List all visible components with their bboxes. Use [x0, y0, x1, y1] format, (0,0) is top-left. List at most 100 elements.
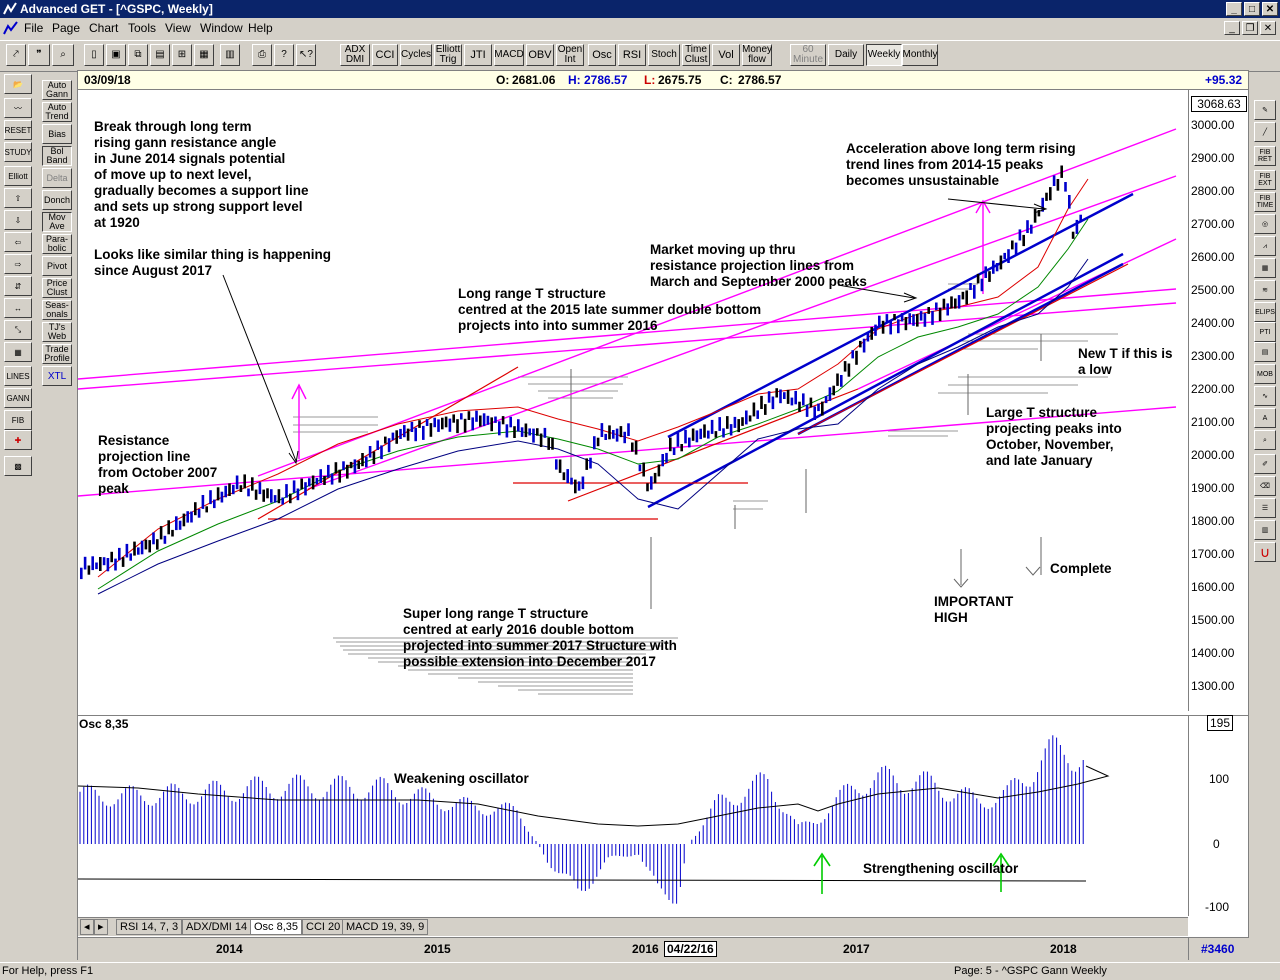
window-icon[interactable]: ▤ — [150, 44, 170, 66]
auto-trend-button[interactable]: Auto Trend — [42, 102, 72, 122]
pti-button[interactable]: PTI — [1254, 322, 1276, 342]
delta-button[interactable]: Delta — [42, 168, 72, 188]
fib-time-button[interactable]: FIB TIME — [1254, 192, 1276, 212]
grid-icon[interactable]: ▦ — [194, 44, 214, 66]
eraser-icon[interactable]: ⌫ — [1254, 476, 1276, 496]
parabolic-button[interactable]: Para-bolic — [42, 234, 72, 254]
table2-icon[interactable]: ▥ — [1254, 520, 1276, 540]
fib-ret-button[interactable]: FIB RET — [1254, 146, 1276, 166]
save-icon[interactable]: ▣ — [106, 44, 126, 66]
fit-icon[interactable]: ⤡ — [4, 320, 32, 340]
auto-gann-button[interactable]: Auto Gann — [42, 80, 72, 100]
cycle-icon[interactable]: ◎ — [1254, 214, 1276, 234]
fan-icon[interactable]: ⩘ — [1254, 236, 1276, 256]
xtl-button[interactable]: XTL — [42, 366, 72, 386]
tab-cci[interactable]: CCI 20 — [302, 919, 345, 935]
chart-doc-icon[interactable] — [3, 20, 19, 36]
arrow-down-icon[interactable]: ⇩ — [4, 210, 32, 230]
minimize-button[interactable]: _ — [1226, 2, 1242, 16]
magnify-icon[interactable]: ⌕ — [1254, 430, 1276, 450]
study-time-clust-button[interactable]: Time Clust — [682, 44, 710, 66]
wave-icon[interactable]: ∿ — [1254, 386, 1276, 406]
tab-macd[interactable]: MACD 19, 39, 9 — [342, 919, 429, 935]
chart-setup-icon[interactable]: ▥ — [220, 44, 240, 66]
study-vol-button[interactable]: Vol — [712, 44, 740, 66]
tab-rsi[interactable]: RSI 14, 7, 3 — [116, 919, 183, 935]
bias-button[interactable]: Bias — [42, 124, 72, 144]
price-clust-button[interactable]: Price Clust — [42, 278, 72, 298]
study-macd-button[interactable]: MACD — [494, 44, 524, 66]
study-obv-button[interactable]: OBV — [526, 44, 554, 66]
trade-profile-button[interactable]: Trade Profile — [42, 344, 72, 364]
elliott-button[interactable]: Elliott — [4, 166, 32, 186]
tab-scroll-left-icon[interactable]: ◂ — [80, 919, 94, 935]
tab-osc[interactable]: Osc 8,35 — [250, 919, 303, 935]
context-help-icon[interactable]: ↖? — [296, 44, 316, 66]
reset-button[interactable]: RESET — [4, 120, 32, 140]
text-tool-icon[interactable]: A — [1254, 408, 1276, 428]
bol-band-button[interactable]: Bol Band — [42, 146, 72, 166]
period-monthly-button[interactable]: Monthly — [902, 44, 938, 66]
price-chart[interactable] — [78, 89, 1188, 711]
menu-tools[interactable]: Tools — [128, 21, 157, 35]
line-draw-icon[interactable]: ╱ — [1254, 122, 1276, 142]
study-stoch-button[interactable]: Stoch — [648, 44, 680, 66]
study-osc-button[interactable]: Osc — [588, 44, 616, 66]
mob-button[interactable]: MOB — [1254, 364, 1276, 384]
template-icon[interactable]: ▩ — [4, 456, 32, 476]
arrow-right-icon[interactable]: ⇨ — [4, 254, 32, 274]
mdi-close-button[interactable]: ✕ — [1260, 21, 1276, 35]
oscillator-chart[interactable] — [78, 715, 1188, 916]
study-open-int-button[interactable]: Open Int — [556, 44, 584, 66]
gann-button[interactable]: GANN — [4, 388, 32, 408]
study-cci-button[interactable]: CCI — [372, 44, 398, 66]
menu-page[interactable]: Page — [52, 21, 81, 35]
marker-icon[interactable]: ✐ — [1254, 454, 1276, 474]
menu-help[interactable]: Help — [248, 21, 273, 35]
mdi-minimize-button[interactable]: _ — [1224, 21, 1240, 35]
print-icon[interactable]: ⎙ — [252, 44, 272, 66]
open-icon[interactable]: 📂 — [4, 74, 32, 94]
menu-file[interactable]: File — [24, 21, 44, 35]
close-button[interactable]: ✕ — [1262, 2, 1278, 16]
table-icon[interactable]: ▤ — [1254, 342, 1276, 362]
study-button[interactable]: STUDY — [4, 142, 32, 162]
zoom-icon[interactable]: ⌕ — [52, 44, 74, 66]
grid-tool-icon[interactable]: ▦ — [1254, 258, 1276, 278]
mov-ave-button[interactable]: Mov Ave — [42, 212, 72, 232]
arrow-up-icon[interactable]: ⇧ — [4, 188, 32, 208]
list-icon[interactable]: ☰ — [1254, 498, 1276, 518]
pencil-icon[interactable]: ✎ — [1254, 100, 1276, 120]
tab-adx-dmi[interactable]: ADX/DMI 14 — [182, 919, 252, 935]
donch-button[interactable]: Donch — [42, 190, 72, 210]
menu-chart[interactable]: Chart — [89, 21, 119, 35]
menu-window[interactable]: Window — [200, 21, 243, 35]
compress-icon[interactable]: ⇵ — [4, 276, 32, 296]
fib-button[interactable]: FIB — [4, 410, 32, 430]
fib-ext-button[interactable]: FIB EXT — [1254, 170, 1276, 190]
expand-icon[interactable]: ↔ — [4, 298, 32, 318]
study-money-flow-button[interactable]: Money flow — [742, 44, 773, 66]
study-cycles-button[interactable]: Cycles — [400, 44, 432, 66]
chart-icon[interactable]: 〰 — [4, 98, 32, 118]
crosshair-icon[interactable]: ✚ — [4, 430, 32, 450]
channel-icon[interactable]: ≋ — [1254, 280, 1276, 300]
period-weekly-button[interactable]: Weekly — [866, 44, 902, 66]
elips-button[interactable]: ELIPS — [1254, 302, 1276, 322]
new-page-icon[interactable]: ▯ — [84, 44, 104, 66]
maximize-button[interactable]: □ — [1244, 2, 1260, 16]
quote-icon[interactable]: ❞ — [28, 44, 50, 66]
menu-view[interactable]: View — [165, 21, 191, 35]
magnet-icon[interactable]: ∪ — [1254, 542, 1276, 562]
study-jti-button[interactable]: JTI — [464, 44, 492, 66]
period-daily-button[interactable]: Daily — [828, 44, 864, 66]
study-adx-dmi-button[interactable]: ADX DMI — [340, 44, 370, 66]
layout-icon[interactable]: ⧉ — [128, 44, 148, 66]
arrow-left-icon[interactable]: ⇦ — [4, 232, 32, 252]
tab-scroll-right-icon[interactable]: ▸ — [94, 919, 108, 935]
lines-button[interactable]: LINES — [4, 366, 32, 386]
mdi-restore-button[interactable]: ❐ — [1242, 21, 1258, 35]
tjs-web-button[interactable]: TJ's Web — [42, 322, 72, 342]
tile-icon[interactable]: ⊞ — [172, 44, 192, 66]
seasonals-button[interactable]: Seas-onals — [42, 300, 72, 320]
